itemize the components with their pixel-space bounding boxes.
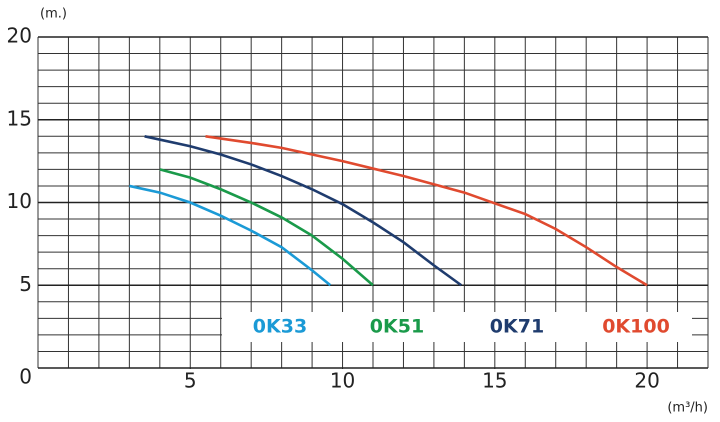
legend-entry: 0K33 bbox=[253, 316, 307, 338]
x-tick-label: 20 bbox=[634, 369, 659, 393]
curve bbox=[159, 168, 374, 287]
x-tick-label: 15 bbox=[482, 369, 507, 393]
x-tick-label: 5 bbox=[184, 369, 197, 393]
x-axis-label: (m³/h) bbox=[667, 401, 708, 416]
x-tick-label: 10 bbox=[330, 369, 355, 393]
y-tick-label: 20 bbox=[7, 24, 32, 48]
legend-entry: 0K100 bbox=[602, 316, 670, 338]
curve bbox=[129, 184, 332, 287]
legend-background bbox=[222, 312, 692, 342]
legend-entry: 0K51 bbox=[370, 316, 424, 338]
y-tick-label: 5 bbox=[19, 272, 32, 296]
y-tick-label: 15 bbox=[7, 106, 32, 130]
legend-entry: 0K71 bbox=[490, 316, 544, 338]
curve bbox=[205, 135, 648, 287]
y-tick-label: 10 bbox=[7, 189, 32, 213]
y-axis-label: (m.) bbox=[40, 7, 67, 22]
curve bbox=[144, 135, 463, 287]
y-tick-label: 0 bbox=[19, 365, 32, 389]
